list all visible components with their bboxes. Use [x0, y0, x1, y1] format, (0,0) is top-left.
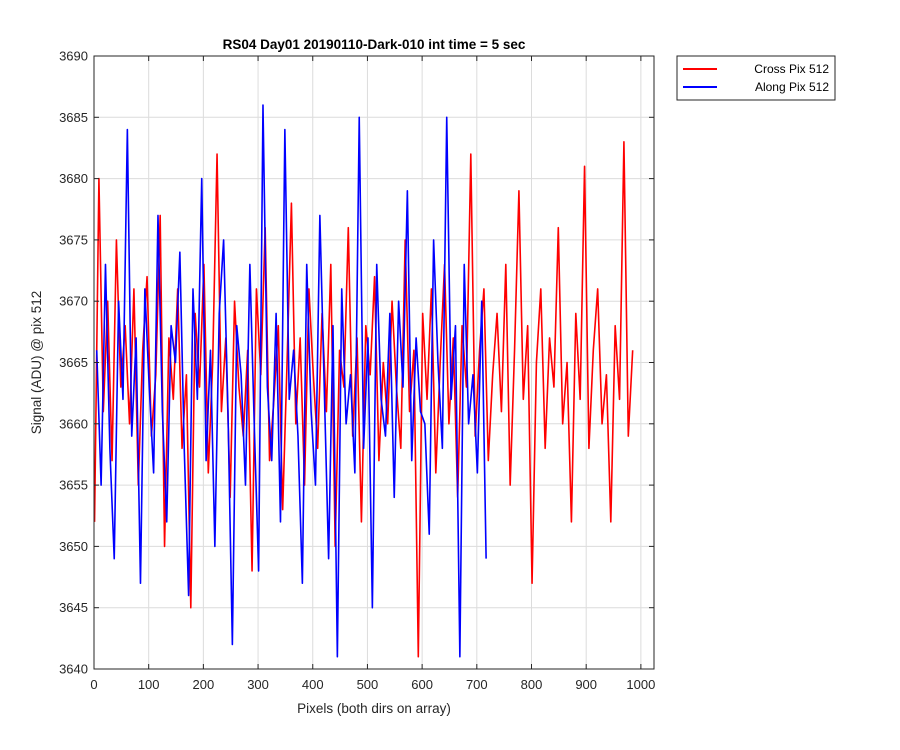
y-tick-label: 3660	[59, 416, 88, 431]
x-tick-label: 0	[90, 677, 97, 692]
y-tick-label: 3650	[59, 539, 88, 554]
x-tick-label: 300	[247, 677, 269, 692]
x-tick-label: 600	[411, 677, 433, 692]
y-tick-label: 3675	[59, 232, 88, 247]
y-tick-label: 3645	[59, 600, 88, 615]
x-axis-label: Pixels (both dirs on array)	[297, 701, 451, 716]
y-tick-label: 3640	[59, 662, 88, 677]
y-tick-label: 3680	[59, 171, 88, 186]
y-tick-label: 3685	[59, 110, 88, 125]
y-tick-label: 3665	[59, 355, 88, 370]
legend-label: Along Pix 512	[755, 80, 829, 94]
y-tick-label: 3690	[59, 49, 88, 64]
chart-title: RS04 Day01 20190110-Dark-010 int time = …	[223, 37, 526, 52]
x-tick-label: 800	[521, 677, 543, 692]
x-tick-label: 100	[138, 677, 160, 692]
y-tick-label: 3670	[59, 294, 88, 309]
x-tick-label: 900	[575, 677, 597, 692]
x-tick-label: 1000	[626, 677, 655, 692]
x-tick-label: 500	[357, 677, 379, 692]
x-tick-label: 700	[466, 677, 488, 692]
legend-label: Cross Pix 512	[754, 62, 829, 76]
y-tick-label: 3655	[59, 478, 88, 493]
x-tick-label: 400	[302, 677, 324, 692]
y-axis-label: Signal (ADU) @ pix 512	[29, 291, 44, 435]
x-tick-label: 200	[193, 677, 215, 692]
legend: Cross Pix 512 Along Pix 512	[677, 56, 835, 100]
